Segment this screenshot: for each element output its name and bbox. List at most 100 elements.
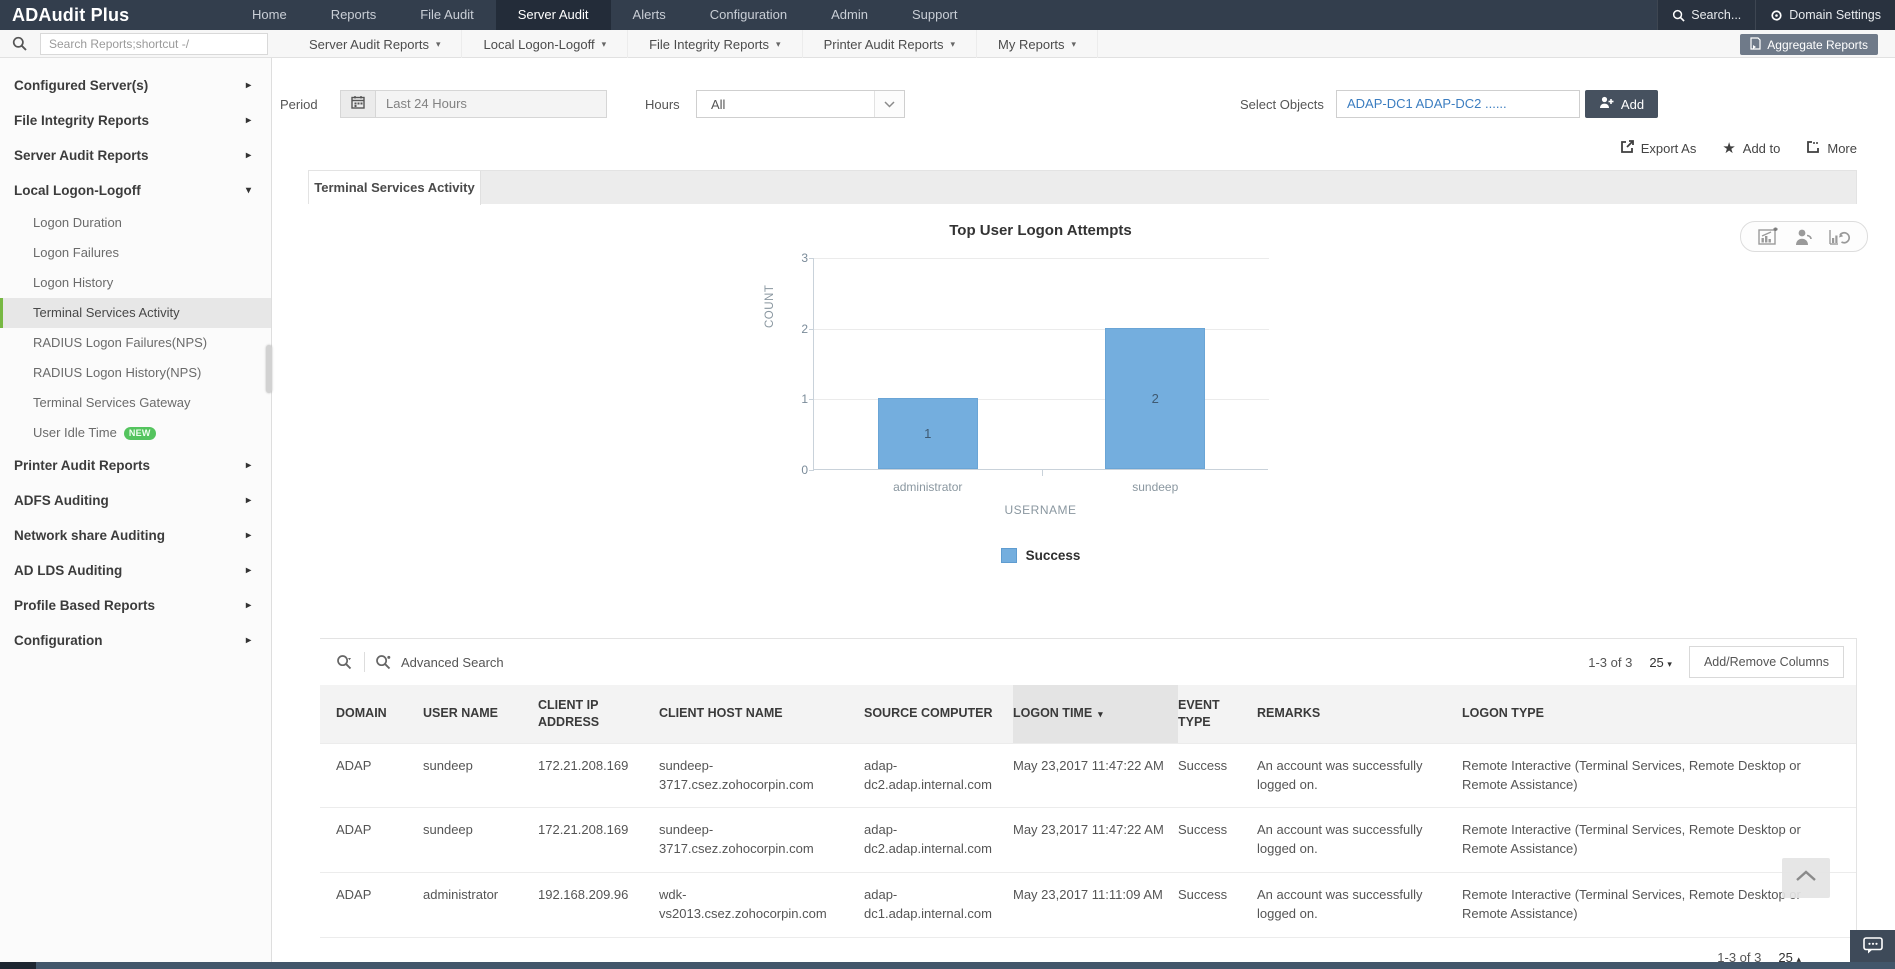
column-header-client-host-name[interactable]: CLIENT HOST NAME bbox=[659, 685, 864, 744]
sidebar-item-logon-failures[interactable]: Logon Failures bbox=[0, 238, 271, 268]
top-nav-item-server-audit[interactable]: Server Audit bbox=[495, 0, 611, 30]
add-to-label: Add to bbox=[1742, 140, 1781, 156]
table-cell: ADAP bbox=[320, 807, 423, 873]
add-remove-columns-button[interactable]: Add/Remove Columns bbox=[1688, 646, 1844, 678]
sidebar-group-printer-audit-reports[interactable]: Printer Audit Reports ▸ bbox=[0, 448, 271, 483]
brand-logo[interactable]: ADAudit Plus bbox=[12, 5, 130, 25]
sidebar-group-configured-server-s-[interactable]: Configured Server(s) ▸ bbox=[0, 68, 271, 103]
sidebar-group-server-audit-reports[interactable]: Server Audit Reports ▸ bbox=[0, 138, 271, 173]
export-icon bbox=[1620, 139, 1634, 157]
sidebar-list: Configured Server(s) ▸ File Integrity Repo… bbox=[0, 68, 271, 658]
column-header-logon-type[interactable]: LOGON TYPE bbox=[1462, 685, 1856, 744]
menu-server-audit-reports[interactable]: Server Audit Reports ▾ bbox=[288, 30, 463, 58]
chart-title: Top User Logon Attempts bbox=[949, 222, 1132, 239]
more-button[interactable]: More bbox=[1806, 138, 1857, 158]
hours-select[interactable]: All bbox=[696, 90, 905, 118]
page-size-dropdown[interactable]: 25 ▾ bbox=[1649, 654, 1672, 670]
sidebar-group-label: ADFS Auditing bbox=[14, 493, 109, 508]
sidebar-group-adfs-auditing[interactable]: ADFS Auditing ▸ bbox=[0, 483, 271, 518]
gridline bbox=[814, 399, 1269, 401]
sidebar-item-radius-logon-history-nps-[interactable]: RADIUS Logon History(NPS) bbox=[0, 358, 271, 388]
sidebar-group-network-share-auditing[interactable]: Network share Auditing ▸ bbox=[0, 518, 271, 553]
column-header-domain[interactable]: DOMAIN bbox=[320, 685, 423, 744]
menu-my-reports[interactable]: My Reports ▾ bbox=[977, 30, 1099, 58]
chart-refresh-icon[interactable] bbox=[1828, 227, 1851, 247]
select-objects-field[interactable]: ADAP-DC1 ADAP-DC2 ...... bbox=[1336, 90, 1580, 118]
menu-file-integrity-reports[interactable]: File Integrity Reports ▾ bbox=[628, 30, 803, 58]
sidebar-item-terminal-services-gateway[interactable]: Terminal Services Gateway bbox=[0, 388, 271, 418]
advanced-search-label[interactable]: Advanced Search bbox=[401, 654, 504, 670]
hours-label: Hours bbox=[645, 97, 680, 112]
feedback-chat-button[interactable] bbox=[1850, 930, 1895, 966]
bar-administrator[interactable]: 1 bbox=[877, 398, 978, 469]
period-label: Period bbox=[280, 97, 318, 112]
menu-printer-audit-reports[interactable]: Printer Audit Reports ▾ bbox=[803, 30, 978, 58]
table-cell: sundeep-3717.csez.zohocorpin.com bbox=[659, 807, 864, 873]
top-nav-item-file-audit[interactable]: File Audit bbox=[420, 7, 474, 22]
user-summary-icon[interactable] bbox=[1793, 227, 1815, 247]
chevron-down-icon: ▾ bbox=[601, 38, 607, 49]
sidebar-group-profile-based-reports[interactable]: Profile Based Reports ▸ bbox=[0, 588, 271, 623]
table-cell: adap-dc2.adap.internal.com bbox=[864, 742, 1013, 808]
bar-value-label: 2 bbox=[1151, 391, 1159, 406]
chevron-right-icon: ▸ bbox=[245, 460, 251, 471]
menu-label: File Integrity Reports bbox=[649, 36, 770, 52]
sidebar-item-logon-duration[interactable]: Logon Duration bbox=[0, 208, 271, 238]
chart-type-add-icon[interactable] bbox=[1757, 227, 1780, 247]
add-objects-button[interactable]: Add bbox=[1585, 90, 1658, 118]
sidebar-item-label: RADIUS Logon Failures(NPS) bbox=[33, 335, 208, 350]
y-tick bbox=[809, 258, 814, 259]
top-nav-item-home[interactable]: Home bbox=[252, 7, 287, 22]
search-icon[interactable] bbox=[12, 36, 27, 56]
aggregate-reports-label: Aggregate Reports bbox=[1767, 37, 1868, 52]
chevron-right-icon: ▸ bbox=[245, 80, 251, 91]
scroll-to-top-button[interactable] bbox=[1782, 858, 1830, 898]
table-row[interactable]: ADAP administrator 192.168.209.96 wdk-vs201… bbox=[320, 872, 1856, 937]
aggregate-reports-button[interactable]: Aggregate Reports bbox=[1740, 34, 1878, 55]
sidebar-item-logon-history[interactable]: Logon History bbox=[0, 268, 271, 298]
domain-settings-button[interactable]: Domain Settings bbox=[1755, 0, 1895, 30]
sidebar-group-file-integrity-reports[interactable]: File Integrity Reports ▸ bbox=[0, 103, 271, 138]
column-header-client-ip-address[interactable]: CLIENT IP ADDRESS bbox=[538, 685, 659, 744]
column-header-source-computer[interactable]: SOURCE COMPUTER bbox=[864, 685, 1013, 744]
column-header-event-type[interactable]: EVENT TYPE bbox=[1178, 685, 1257, 744]
menu-local-logon-logoff[interactable]: Local Logon-Logoff ▾ bbox=[462, 30, 629, 58]
table-row[interactable]: ADAP sundeep 172.21.208.169 sundeep-3717.cs… bbox=[320, 742, 1856, 808]
global-search-button[interactable]: Search... bbox=[1657, 0, 1756, 30]
sidebar-scrollbar[interactable] bbox=[266, 345, 272, 393]
table-cell: Success bbox=[1178, 872, 1257, 937]
top-nav-item-support[interactable]: Support bbox=[911, 7, 958, 22]
export-as-button[interactable]: Export As bbox=[1620, 138, 1696, 158]
sidebar-item-radius-logon-failures-nps-[interactable]: RADIUS Logon Failures(NPS) bbox=[0, 328, 271, 358]
column-header-user-name[interactable]: USER NAME bbox=[423, 685, 538, 744]
table-cell: wdk-vs2013.csez.zohocorpin.com bbox=[659, 872, 864, 937]
sidebar-group-ad-lds-auditing[interactable]: AD LDS Auditing ▸ bbox=[0, 553, 271, 588]
chevron-down-icon bbox=[874, 91, 904, 117]
advanced-search-icon[interactable] bbox=[375, 654, 392, 670]
top-nav-item-admin[interactable]: Admin bbox=[831, 7, 868, 22]
sidebar-item-user-idle-time[interactable]: User Idle Time NEW bbox=[0, 418, 271, 448]
sidebar-group-configuration[interactable]: Configuration ▸ bbox=[0, 623, 271, 658]
top-nav-item-configuration[interactable]: Configuration bbox=[709, 7, 788, 22]
sidebar-item-terminal-services-activity[interactable]: Terminal Services Activity bbox=[0, 298, 271, 328]
more-icon bbox=[1806, 140, 1820, 157]
top-nav-item-reports[interactable]: Reports bbox=[330, 7, 377, 22]
column-header-remarks[interactable]: REMARKS bbox=[1257, 685, 1462, 744]
table-cell: administrator bbox=[423, 872, 538, 937]
top-nav-item-alerts[interactable]: Alerts bbox=[632, 7, 666, 22]
y-tick-label: 1 bbox=[801, 392, 808, 407]
tab-terminal-services-activity[interactable]: Terminal Services Activity bbox=[309, 171, 481, 205]
column-search-icon[interactable] bbox=[336, 654, 352, 670]
y-tick bbox=[809, 328, 814, 330]
x-tick-label: administrator bbox=[893, 480, 963, 494]
add-to-button[interactable]: ★ Add to bbox=[1722, 138, 1780, 158]
page-size-dropdown[interactable]: 25 ▴ bbox=[1778, 949, 1801, 965]
calendar-button[interactable] bbox=[340, 90, 376, 118]
table-row[interactable]: ADAP sundeep 172.21.208.169 sundeep-3717.cs… bbox=[320, 807, 1856, 873]
column-header-logon-time[interactable]: LOGON TIME ▾ bbox=[1013, 685, 1178, 744]
report-search-input[interactable] bbox=[40, 33, 268, 55]
period-field[interactable]: Last 24 Hours bbox=[376, 90, 607, 118]
bar-sundeep[interactable]: 2 bbox=[1105, 328, 1206, 469]
sidebar-group-local-logon-logoff[interactable]: Local Logon-Logoff ▾ bbox=[0, 173, 271, 208]
